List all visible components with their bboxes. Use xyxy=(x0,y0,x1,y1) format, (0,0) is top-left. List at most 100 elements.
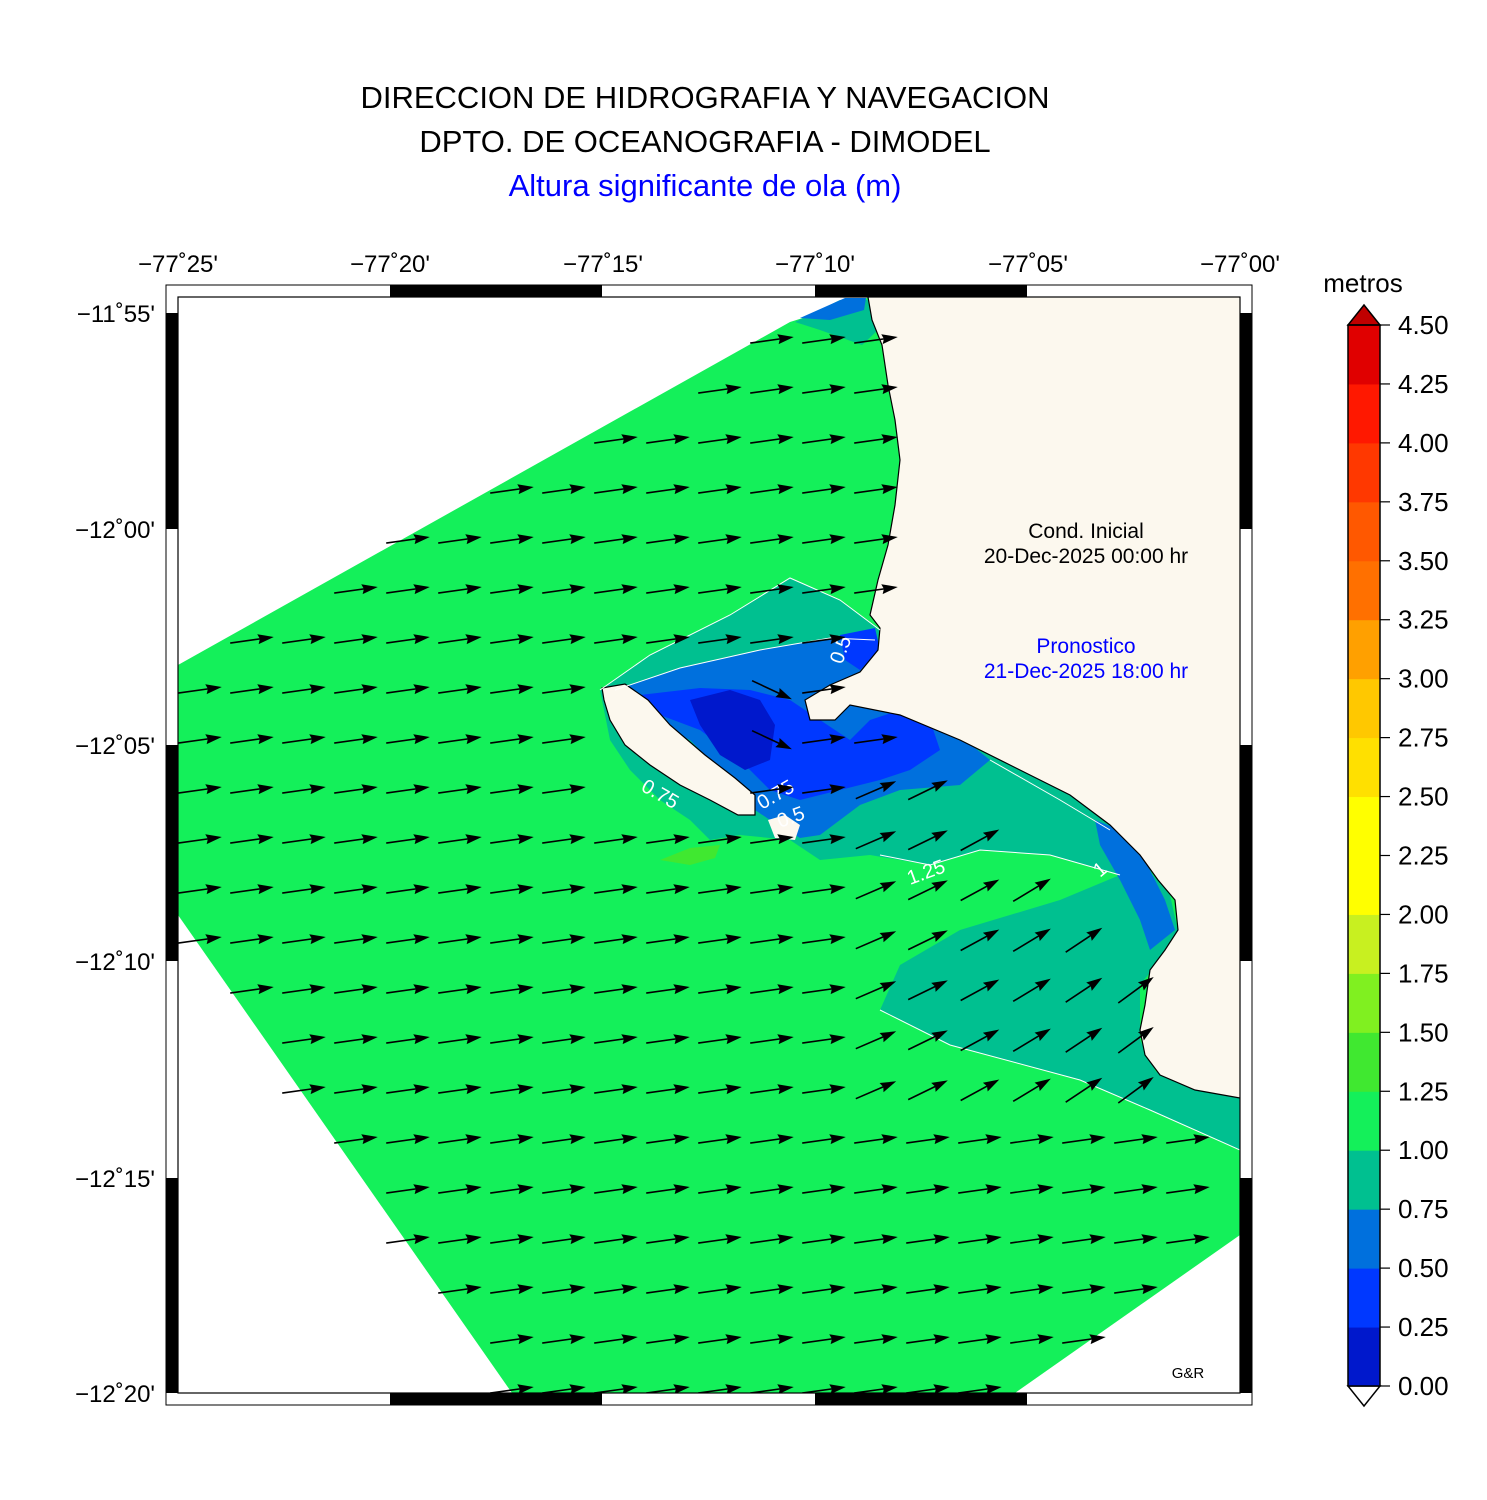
wave-arrow xyxy=(802,1384,846,1393)
colorbar-tick-label: 2.25 xyxy=(1398,841,1449,871)
wave-arrow xyxy=(490,584,534,595)
lon-label: −77˚20' xyxy=(350,251,430,278)
wave-arrow xyxy=(438,1084,482,1095)
wave-arrow xyxy=(490,1284,534,1295)
wave-arrow xyxy=(1065,927,1103,953)
sea-band-0.50-0.75-south xyxy=(1095,820,1175,950)
wave-arrow xyxy=(646,1334,690,1345)
wave-arrow xyxy=(282,884,326,895)
colorbar-tick-label: 2.50 xyxy=(1398,782,1449,812)
wave-arrow xyxy=(282,784,326,795)
wave-arrow xyxy=(854,1234,898,1245)
wave-arrow xyxy=(802,434,846,445)
colorbar-tick-label: 3.50 xyxy=(1398,546,1449,576)
forecast-time: 21-Dec-2025 18:00 hr xyxy=(984,660,1188,683)
wave-arrow xyxy=(230,834,274,845)
sea-band-0.50-0.75-north xyxy=(800,298,866,320)
sea-band-1.25-1.50-patch xyxy=(660,845,720,865)
wave-arrow xyxy=(334,1134,378,1145)
colorbar-swatch xyxy=(1348,1327,1380,1387)
wave-arrow xyxy=(960,1079,1000,1102)
colorbar-tick-label: 3.75 xyxy=(1398,487,1449,517)
wave-arrow xyxy=(855,831,897,850)
wave-arrow xyxy=(1166,1234,1210,1245)
wave-arrow xyxy=(646,584,690,595)
wave-arrow xyxy=(750,1284,794,1295)
wave-arrow xyxy=(490,1084,534,1095)
wave-arrow xyxy=(542,584,586,595)
wave-arrow xyxy=(438,784,482,795)
wave-arrow xyxy=(1062,1284,1106,1295)
colorbar-swatch xyxy=(1348,678,1380,739)
wave-arrow xyxy=(646,1034,690,1045)
wave-arrow xyxy=(230,684,274,695)
wave-arrow xyxy=(490,1334,534,1345)
wave-arrow xyxy=(230,984,274,995)
wave-arrow xyxy=(802,884,846,895)
wave-arrow xyxy=(282,734,326,745)
wave-arrow xyxy=(230,934,274,945)
wave-arrow xyxy=(490,1034,534,1045)
wave-arrow xyxy=(1166,1184,1210,1195)
wave-arrow xyxy=(698,584,742,595)
colorbar-tick-label: 4.50 xyxy=(1398,310,1449,340)
wave-arrow xyxy=(750,1134,794,1145)
colorbar-swatch xyxy=(1348,383,1380,444)
wave-arrow xyxy=(750,1234,794,1245)
wave-arrow xyxy=(698,1034,742,1045)
wave-arrow xyxy=(386,1184,430,1195)
wave-arrow xyxy=(907,980,948,1001)
wave-arrow xyxy=(960,979,1000,1002)
wave-arrow xyxy=(855,981,897,1000)
land-san-lorenzo-island xyxy=(602,684,755,815)
wave-arrow xyxy=(958,1134,1002,1145)
wave-arrow xyxy=(594,434,638,445)
wave-arrow xyxy=(334,584,378,595)
wave-arrow xyxy=(750,634,794,645)
wave-arrow xyxy=(698,1134,742,1145)
wave-arrow xyxy=(542,834,586,845)
wave-arrow xyxy=(646,1284,690,1295)
wave-arrow xyxy=(906,1184,950,1195)
wave-arrow xyxy=(490,1134,534,1145)
wave-arrow xyxy=(386,784,430,795)
wave-arrow xyxy=(1062,1234,1106,1245)
wave-arrow xyxy=(438,834,482,845)
lat-label: −12˚00' xyxy=(75,517,155,544)
wave-arrow xyxy=(1065,977,1103,1003)
wave-arrow xyxy=(542,734,586,745)
wave-arrow xyxy=(594,634,638,645)
map-plot-area: 0.5 0.75 1 1.25 0.5 0.75 xyxy=(178,297,1240,1393)
wave-arrow xyxy=(646,1184,690,1195)
wave-arrow xyxy=(750,534,794,545)
wave-arrow xyxy=(802,634,846,645)
wave-arrow xyxy=(646,834,690,845)
wave-arrow xyxy=(542,1334,586,1345)
wave-arrow xyxy=(334,1084,378,1095)
wave-arrow xyxy=(802,1134,846,1145)
wave-arrow xyxy=(542,934,586,945)
wave-arrow xyxy=(1114,1184,1158,1195)
wave-arrow xyxy=(1065,1077,1103,1103)
colorbar-swatch xyxy=(1348,1209,1380,1269)
wave-arrow xyxy=(750,1084,794,1095)
wave-arrow xyxy=(542,1034,586,1045)
wave-arrow xyxy=(750,1184,794,1195)
wave-arrow xyxy=(542,1284,586,1295)
wave-arrow xyxy=(438,1184,482,1195)
wave-arrow xyxy=(1117,976,1154,1004)
colorbar-tick-label: 4.00 xyxy=(1398,428,1449,458)
colorbar-unit: metros xyxy=(1323,268,1402,298)
colorbar-under-triangle xyxy=(1346,1385,1382,1408)
wave-arrow xyxy=(334,634,378,645)
wave-arrow xyxy=(855,931,897,950)
wave-arrow xyxy=(438,684,482,695)
wave-arrow xyxy=(802,334,846,345)
colorbar-tick-label: 3.25 xyxy=(1398,605,1449,635)
wave-arrow xyxy=(854,434,898,445)
map-frame xyxy=(165,284,1253,1406)
wave-arrow xyxy=(750,1384,794,1393)
wave-arrow xyxy=(906,1234,950,1245)
wave-arrow xyxy=(907,1030,948,1051)
wave-arrow xyxy=(1062,1334,1106,1345)
